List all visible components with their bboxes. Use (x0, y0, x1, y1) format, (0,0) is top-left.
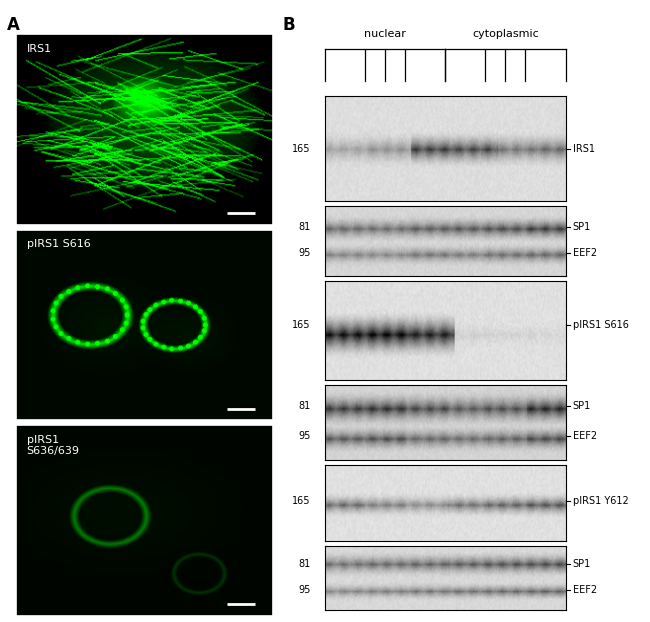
Text: 95: 95 (298, 248, 311, 258)
Text: B: B (283, 16, 295, 34)
Text: 81: 81 (298, 401, 311, 411)
Text: EEF2: EEF2 (573, 585, 597, 595)
Text: SP1: SP1 (573, 401, 591, 411)
Text: SP1: SP1 (573, 222, 591, 232)
Text: 95: 95 (298, 431, 311, 441)
Text: 165: 165 (292, 144, 311, 154)
Text: 81: 81 (298, 222, 311, 232)
Text: IRS1: IRS1 (27, 44, 51, 53)
Text: pIRS1 S616: pIRS1 S616 (27, 239, 90, 249)
Text: 165: 165 (292, 496, 311, 506)
Text: 95: 95 (298, 585, 311, 595)
Text: IRS1: IRS1 (573, 144, 595, 154)
Text: nuclear: nuclear (364, 29, 406, 39)
Text: EEF2: EEF2 (573, 248, 597, 258)
Text: pIRS1 S616: pIRS1 S616 (573, 320, 629, 330)
Text: pIRS1
S636/639: pIRS1 S636/639 (27, 435, 79, 457)
Text: cytoplasmic: cytoplasmic (472, 29, 539, 39)
Text: EEF2: EEF2 (573, 431, 597, 441)
Text: SP1: SP1 (573, 559, 591, 569)
Text: A: A (6, 16, 20, 34)
Text: 165: 165 (292, 320, 311, 330)
Text: 81: 81 (298, 559, 311, 569)
Text: pIRS1 Y612: pIRS1 Y612 (573, 496, 629, 506)
